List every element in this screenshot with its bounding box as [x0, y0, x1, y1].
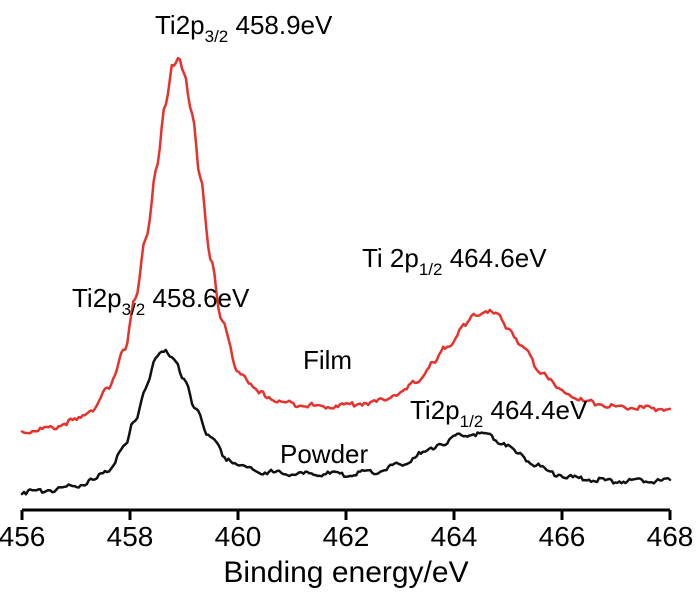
x-tick-label: 462: [323, 521, 370, 552]
film-peak-3-2-annotation: Ti2p3/2 458.9eV: [155, 10, 333, 46]
x-ticks: 456 458 460 462 464 466 468: [0, 510, 693, 552]
annotation-value: 458.9eV: [228, 10, 333, 40]
film-label: Film: [303, 345, 352, 375]
powder-label: Powder: [280, 439, 368, 469]
annotation-main: Ti 2p: [362, 243, 419, 273]
x-tick-label: 456: [0, 521, 45, 552]
x-tick-label: 460: [215, 521, 262, 552]
annotation-main: Ti2p: [72, 283, 122, 313]
annotation-value: 464.6eV: [442, 243, 547, 273]
annotation-subscript: 1/2: [419, 260, 443, 279]
film-peak-1-2-annotation: Ti 2p1/2 464.6eV: [362, 243, 547, 279]
powder-peak-3-2-annotation: Ti2p3/2 458.6eV: [72, 283, 250, 319]
x-axis-label: Binding energy/eV: [223, 556, 468, 589]
powder-curve: [20, 348, 672, 496]
x-tick-label: 468: [647, 521, 694, 552]
annotation-subscript: 1/2: [460, 412, 484, 431]
annotation-value: 464.4eV: [483, 395, 588, 425]
annotation-subscript: 3/2: [122, 300, 146, 319]
x-tick-label: 466: [539, 521, 586, 552]
powder-peak-1-2-annotation: Ti2p1/2 464.4eV: [410, 395, 588, 431]
annotation-main: Ti2p: [410, 395, 460, 425]
x-tick-label: 458: [107, 521, 154, 552]
film-curve: [20, 56, 672, 435]
annotation-value: 458.6eV: [145, 283, 250, 313]
annotation-subscript: 3/2: [205, 27, 229, 46]
x-tick-label: 464: [431, 521, 478, 552]
plot-area: 456 458 460 462 464 466 468: [0, 56, 693, 552]
annotation-main: Ti2p: [155, 10, 205, 40]
